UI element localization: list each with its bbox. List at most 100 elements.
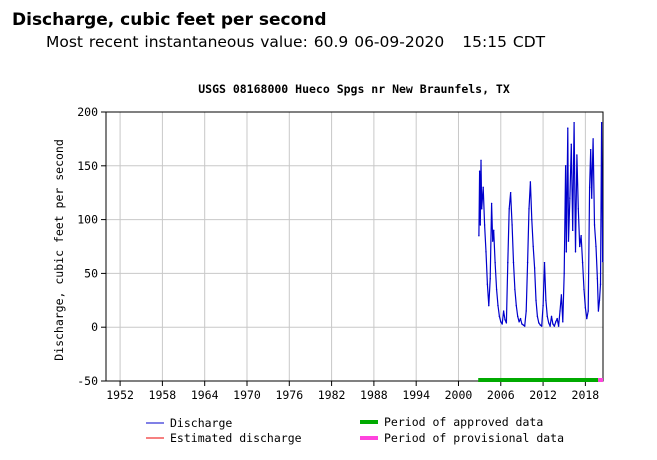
discharge-point xyxy=(567,127,569,129)
discharge-point xyxy=(482,186,484,189)
discharge-point xyxy=(571,229,574,232)
x-tick-label: 2000 xyxy=(445,388,473,402)
page-title: Discharge, cubic feet per second xyxy=(12,10,327,30)
discharge-point xyxy=(596,278,599,280)
discharge-point xyxy=(563,272,565,275)
discharge-point xyxy=(505,322,508,324)
x-tick-label: 1976 xyxy=(275,388,303,402)
discharge-point xyxy=(535,299,537,301)
discharge-point xyxy=(569,197,571,199)
x-tick-label: 1970 xyxy=(233,388,261,402)
discharge-point xyxy=(489,278,491,280)
discharge-point xyxy=(485,251,487,253)
recent-date: 06-09-2020 xyxy=(354,33,445,51)
recent-time: 15:15 CDT xyxy=(462,33,546,51)
recent-value-line: Most recent instantaneous value: 60.9 06… xyxy=(46,33,545,51)
y-axis-label: Discharge, cubic feet per second xyxy=(52,139,66,361)
legend-discharge-label: Discharge xyxy=(170,416,232,430)
discharge-point xyxy=(550,315,553,318)
discharge-point xyxy=(542,304,544,307)
discharge-point xyxy=(483,224,486,226)
discharge-point xyxy=(599,283,602,285)
chart-series xyxy=(478,122,604,327)
discharge-point xyxy=(481,208,483,210)
discharge-point xyxy=(515,304,517,307)
discharge-point xyxy=(577,208,580,210)
discharge-point xyxy=(559,310,561,312)
discharge-point xyxy=(508,208,510,210)
legend-provisional-period-label: Period of provisional data xyxy=(384,431,564,445)
discharge-point xyxy=(526,261,529,264)
discharge-point xyxy=(524,325,526,327)
discharge-point xyxy=(579,245,581,248)
discharge-point xyxy=(557,325,560,327)
discharge-point xyxy=(495,288,498,291)
discharge-point xyxy=(593,224,596,226)
discharge-point xyxy=(504,318,506,321)
legend-approved-period-swatch xyxy=(360,420,378,424)
discharge-point xyxy=(497,304,499,307)
discharge-point xyxy=(556,317,558,320)
x-tick-label: 2018 xyxy=(572,388,600,402)
discharge-point xyxy=(529,181,532,183)
discharge-point xyxy=(480,159,482,162)
period-bars xyxy=(478,378,603,382)
discharge-point xyxy=(509,192,512,194)
recent-value: 60.9 xyxy=(313,33,349,51)
y-tick-label: 0 xyxy=(91,320,98,334)
discharge-point xyxy=(518,321,520,323)
discharge-point xyxy=(501,323,503,325)
x-tick-label: 1982 xyxy=(318,388,346,402)
y-tick-label: 200 xyxy=(77,105,98,119)
discharge-point xyxy=(491,240,494,242)
discharge-point xyxy=(478,170,481,172)
discharge-point xyxy=(553,325,556,327)
y-tick-label: 150 xyxy=(77,159,98,173)
x-tick-label: 1964 xyxy=(191,388,219,402)
discharge-point xyxy=(588,186,591,189)
x-tick-label: 1952 xyxy=(106,388,134,402)
discharge-point xyxy=(598,299,601,301)
discharge-point xyxy=(546,315,549,318)
legend-approved-period-label: Period of approved data xyxy=(384,415,543,429)
discharge-point xyxy=(591,197,593,199)
discharge-point xyxy=(511,224,513,226)
discharge-point xyxy=(574,251,577,253)
discharge-point xyxy=(493,229,495,232)
approved-period-bar xyxy=(478,378,599,382)
recent-label: Most recent instantaneous value: xyxy=(46,33,308,51)
discharge-point xyxy=(528,208,530,210)
y-tick-label: 50 xyxy=(84,266,98,280)
discharge-point xyxy=(539,324,541,326)
discharge-point xyxy=(532,245,534,248)
discharge-point xyxy=(531,218,533,221)
discharge-point xyxy=(565,251,568,253)
discharge-point xyxy=(564,165,567,167)
discharge-point xyxy=(589,148,592,151)
discharge-point xyxy=(490,202,493,205)
discharge-point xyxy=(601,260,604,263)
discharge-point xyxy=(545,299,547,301)
chart-title: USGS 08168000 Hueco Spgs nr New Braunfel… xyxy=(198,82,510,96)
discharge-point xyxy=(536,315,539,318)
x-tick-label: 1958 xyxy=(149,388,177,402)
discharge-point xyxy=(555,321,557,323)
discharge-point xyxy=(512,261,515,264)
x-tick-label: 1988 xyxy=(360,388,388,402)
discharge-point xyxy=(498,315,501,318)
discharge-point xyxy=(584,307,587,309)
discharge-point xyxy=(521,323,523,325)
discharge-point xyxy=(548,322,550,324)
chart-axes: 1952 1958 1964 1970 1976 1982 1988 1994 2000 2006… xyxy=(77,105,599,402)
discharge-point xyxy=(507,261,509,264)
discharge-point xyxy=(549,325,551,327)
discharge-point xyxy=(522,324,525,326)
x-tick-label: 1994 xyxy=(402,388,430,402)
discharge-point xyxy=(600,122,603,124)
discharge-point xyxy=(567,240,570,242)
discharge-point xyxy=(500,321,502,323)
discharge-point xyxy=(502,310,505,312)
discharge-point xyxy=(516,315,519,318)
